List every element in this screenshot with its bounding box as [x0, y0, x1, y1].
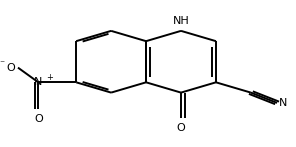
Text: N: N: [279, 98, 287, 108]
Text: ⁻: ⁻: [0, 59, 4, 69]
Text: NH: NH: [173, 16, 189, 26]
Text: O: O: [34, 114, 43, 124]
Text: N: N: [34, 77, 43, 87]
Text: +: +: [46, 73, 53, 82]
Text: O: O: [177, 123, 185, 133]
Text: O: O: [6, 63, 15, 73]
